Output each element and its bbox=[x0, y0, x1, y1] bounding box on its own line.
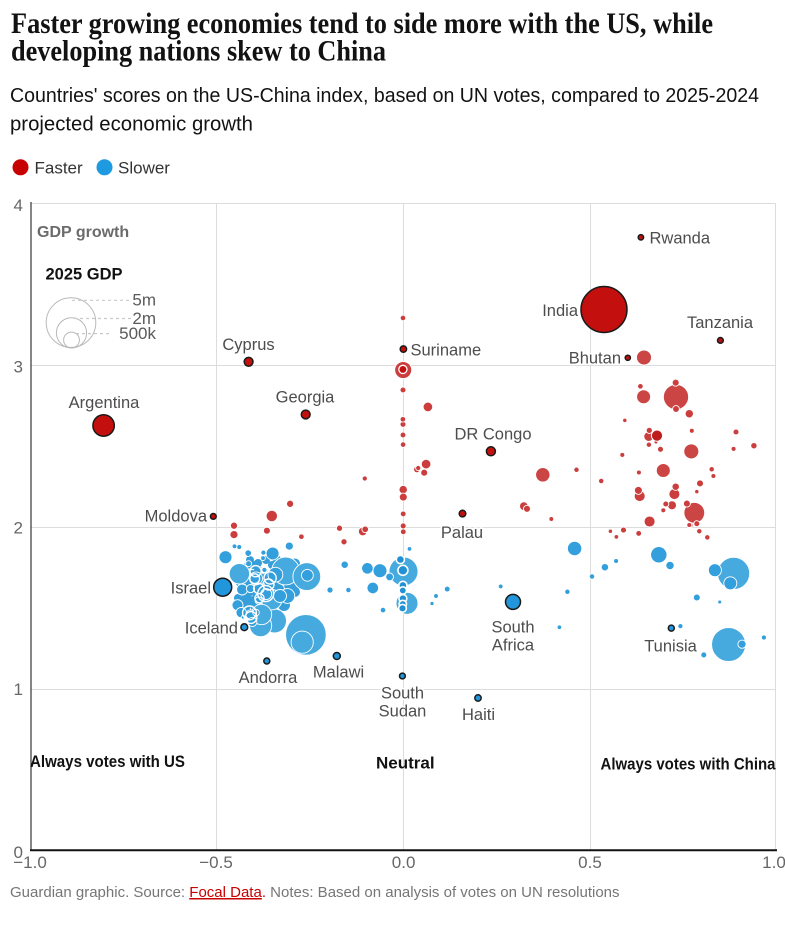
svg-text:Andorra: Andorra bbox=[239, 669, 299, 687]
svg-text:India: India bbox=[542, 302, 579, 320]
svg-text:Always votes with US: Always votes with US bbox=[30, 752, 185, 771]
svg-text:Neutral: Neutral bbox=[376, 754, 435, 773]
svg-text:Tanzania: Tanzania bbox=[687, 314, 754, 332]
svg-text:Haiti: Haiti bbox=[462, 706, 495, 724]
svg-text:Slower: Slower bbox=[118, 158, 170, 177]
svg-text:Israel: Israel bbox=[171, 580, 211, 598]
svg-text:Palau: Palau bbox=[441, 524, 483, 542]
svg-text:0: 0 bbox=[14, 843, 23, 862]
svg-text:Argentina: Argentina bbox=[69, 394, 140, 412]
svg-text:South: South bbox=[491, 619, 534, 637]
svg-text:1.0: 1.0 bbox=[762, 853, 785, 872]
svg-text:Always votes with China: Always votes with China bbox=[601, 755, 776, 774]
svg-text:Moldova: Moldova bbox=[145, 508, 208, 526]
svg-text:Tunisia: Tunisia bbox=[644, 638, 697, 656]
svg-text:developing nations skew to Chi: developing nations skew to China bbox=[11, 34, 386, 67]
svg-text:Countries' scores on the US-Ch: Countries' scores on the US-China index,… bbox=[10, 84, 759, 107]
svg-text:Africa: Africa bbox=[492, 637, 535, 655]
svg-text:−1.0: −1.0 bbox=[13, 853, 47, 872]
svg-text:Faster: Faster bbox=[35, 158, 84, 177]
svg-text:500k: 500k bbox=[119, 324, 156, 343]
svg-text:Suriname: Suriname bbox=[411, 342, 482, 360]
svg-text:South: South bbox=[381, 685, 424, 703]
svg-text:5m: 5m bbox=[132, 291, 156, 310]
svg-text:GDP growth: GDP growth bbox=[37, 224, 129, 241]
svg-text:Iceland: Iceland bbox=[185, 620, 238, 638]
svg-text:Sudan: Sudan bbox=[379, 703, 427, 721]
svg-text:0.0: 0.0 bbox=[392, 853, 416, 872]
svg-text:1: 1 bbox=[14, 680, 23, 699]
svg-text:2m: 2m bbox=[132, 309, 156, 328]
svg-text:2025 GDP: 2025 GDP bbox=[46, 266, 123, 284]
svg-text:−0.5: −0.5 bbox=[199, 853, 233, 872]
svg-text:Cyprus: Cyprus bbox=[222, 336, 274, 354]
svg-text:projected economic growth: projected economic growth bbox=[10, 112, 253, 135]
svg-text:2: 2 bbox=[14, 519, 23, 538]
svg-text:Faster growing economies tend: Faster growing economies tend to side mo… bbox=[11, 7, 713, 40]
svg-text:DR Congo: DR Congo bbox=[454, 426, 531, 444]
svg-text:Georgia: Georgia bbox=[276, 389, 336, 407]
svg-text:Malawi: Malawi bbox=[313, 664, 364, 682]
svg-text:Rwanda: Rwanda bbox=[650, 230, 711, 248]
svg-text:Guardian graphic. Source: Foca: Guardian graphic. Source: Focal Data. No… bbox=[10, 884, 620, 901]
svg-text:3: 3 bbox=[14, 358, 23, 377]
svg-text:4: 4 bbox=[14, 196, 23, 215]
svg-text:0.5: 0.5 bbox=[578, 853, 602, 872]
svg-text:Bhutan: Bhutan bbox=[569, 350, 621, 368]
